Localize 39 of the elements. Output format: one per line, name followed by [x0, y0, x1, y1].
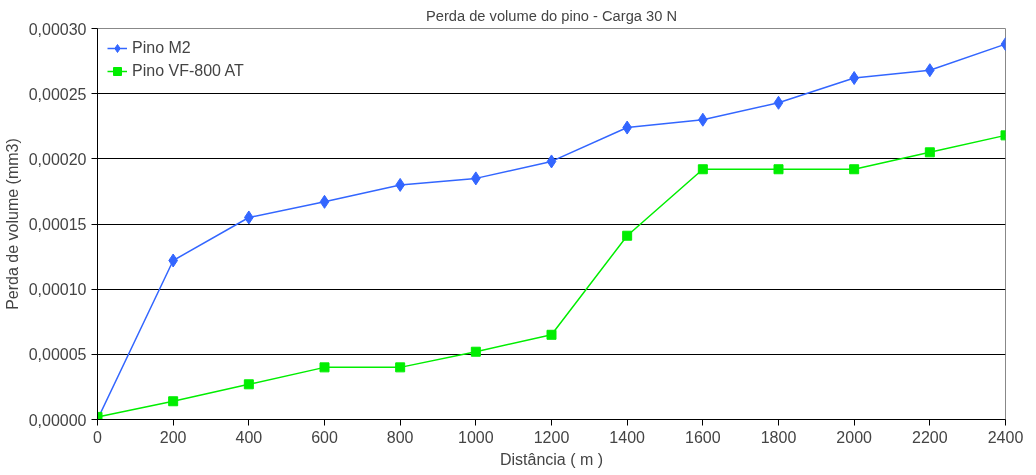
x-tick-label: 1600: [685, 428, 721, 446]
x-tick-label: 2000: [836, 428, 873, 446]
x-tick-label: 2400: [987, 428, 1024, 446]
y-tick-label: 0,00005: [28, 346, 87, 364]
x-tick-label: 400: [235, 428, 263, 446]
x-tick-label: 200: [159, 428, 187, 446]
point: [773, 95, 784, 110]
point: [849, 164, 860, 175]
legend-label: Pino VF-800 AT: [132, 62, 244, 80]
y-tick-label: 0,00025: [28, 85, 87, 103]
point: [470, 346, 481, 357]
x-tick-label: 1400: [609, 428, 646, 446]
y-axis-title: Perda de volume (mm3): [3, 138, 21, 310]
point: [319, 194, 330, 209]
x-tick-label: 800: [386, 428, 414, 446]
point: [546, 154, 557, 169]
chart-title: Perda de volume do pino - Carga 30 N: [426, 7, 677, 24]
y-tick-label: 0,00030: [28, 20, 87, 38]
x-tick-label: 600: [311, 428, 338, 446]
y-tick-label: 0,00010: [28, 281, 87, 299]
x-tick-label: 0: [93, 428, 103, 446]
point: [168, 396, 179, 407]
point: [924, 147, 935, 158]
x-tick-label: 2200: [912, 428, 948, 446]
legend-label: Pino M2: [132, 39, 191, 57]
y-tick-label: 0,00015: [28, 216, 87, 233]
point: [395, 362, 406, 373]
x-tick-label: 1000: [458, 428, 494, 446]
point: [546, 329, 557, 340]
y-tick-label: 0,00000: [28, 411, 87, 429]
point: [622, 230, 633, 241]
point: [773, 164, 784, 175]
point: [319, 362, 330, 373]
point: [243, 379, 254, 390]
x-tick-label: 1800: [760, 428, 797, 446]
point: [697, 164, 708, 175]
y-tick-label: 0,00020: [28, 150, 87, 168]
x-axis-title: Distância ( m ): [499, 450, 604, 468]
x-tick-label: 1200: [533, 428, 570, 446]
